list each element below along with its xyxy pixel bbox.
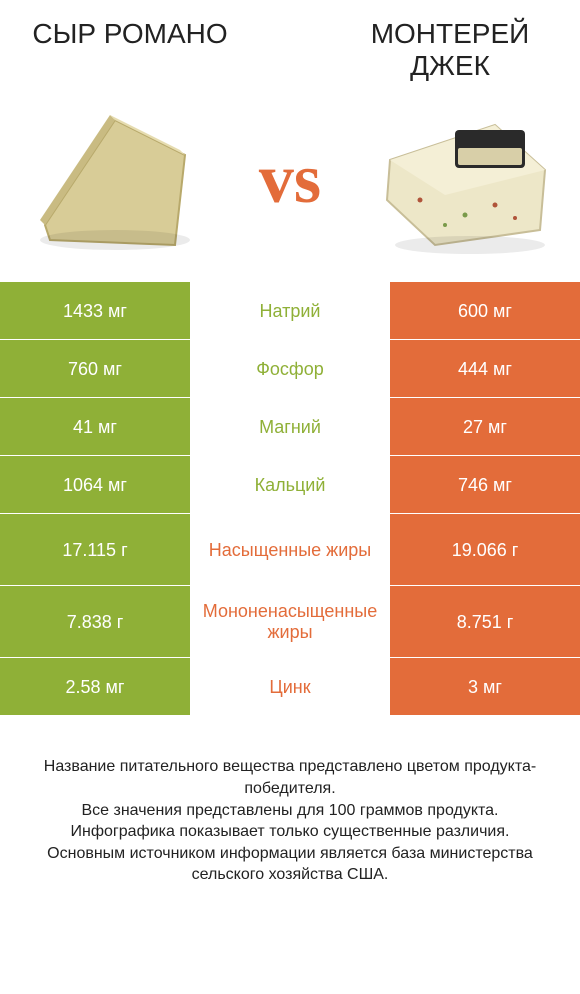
value-right: 27 мг [390, 398, 580, 455]
table-row: 17.115 гНасыщенные жиры19.066 г [0, 514, 580, 586]
value-left: 2.58 мг [0, 658, 190, 715]
value-left: 760 мг [0, 340, 190, 397]
nutrient-label: Натрий [190, 282, 390, 339]
table-row: 7.838 гМононенасыщенные жиры8.751 г [0, 586, 580, 658]
value-right: 600 мг [390, 282, 580, 339]
table-row: 1064 мгКальций746 мг [0, 456, 580, 514]
value-left: 1433 мг [0, 282, 190, 339]
value-right: 444 мг [390, 340, 580, 397]
comparison-table: 1433 мгНатрий600 мг760 мгФосфор444 мг41 … [0, 282, 580, 716]
cheese-right-icon [375, 100, 555, 260]
title-left: Cыр Романо [30, 18, 230, 82]
value-left: 17.115 г [0, 514, 190, 585]
nutrient-label: Магний [190, 398, 390, 455]
vs-label: vs [259, 140, 321, 220]
nutrient-label: Цинк [190, 658, 390, 715]
images-row: vs [0, 82, 580, 282]
value-left: 1064 мг [0, 456, 190, 513]
value-left: 41 мг [0, 398, 190, 455]
nutrient-label: Фосфор [190, 340, 390, 397]
value-right: 8.751 г [390, 586, 580, 657]
value-left: 7.838 г [0, 586, 190, 657]
footer-text: Название питательного вещества представл… [0, 716, 580, 886]
value-right: 3 мг [390, 658, 580, 715]
nutrient-label: Насыщенные жиры [190, 514, 390, 585]
table-row: 1433 мгНатрий600 мг [0, 282, 580, 340]
value-right: 746 мг [390, 456, 580, 513]
table-row: 41 мгМагний27 мг [0, 398, 580, 456]
nutrient-label: Мононенасыщенные жиры [190, 586, 390, 657]
title-right: Монтерей Джек [350, 18, 550, 82]
cheese-left-icon [25, 100, 205, 260]
nutrient-label: Кальций [190, 456, 390, 513]
table-row: 2.58 мгЦинк3 мг [0, 658, 580, 716]
value-right: 19.066 г [390, 514, 580, 585]
header: Cыр Романо Монтерей Джек [0, 0, 580, 82]
table-row: 760 мгФосфор444 мг [0, 340, 580, 398]
